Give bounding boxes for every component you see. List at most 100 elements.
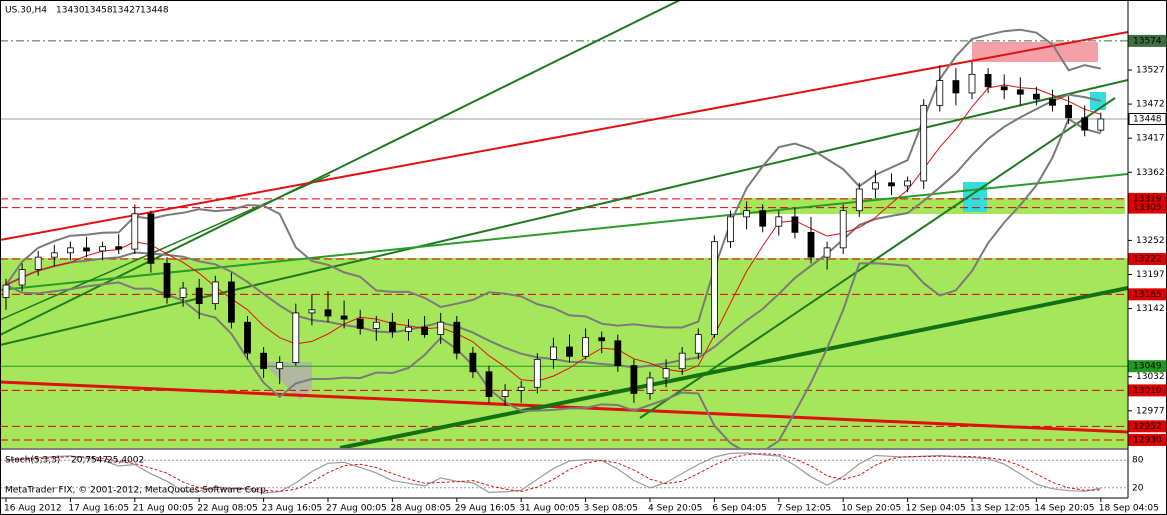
level-label: 12952	[1133, 422, 1162, 432]
candle-body	[1049, 98, 1056, 106]
level-label-box	[1128, 201, 1167, 214]
candle-body	[421, 326, 429, 336]
level-label-box	[1128, 253, 1167, 266]
level-label: 13010	[1133, 386, 1162, 396]
candle-body	[308, 309, 316, 314]
x-tick-label: 22 Aug 08:05	[197, 504, 258, 514]
trend-line	[0, 79, 1128, 346]
bollinger-band	[5, 117, 1102, 448]
x-tick-label: 28 Aug 08:05	[390, 504, 451, 514]
candle-body	[83, 247, 90, 252]
header: US.30,H4 13430 13458 13427 13448	[5, 6, 169, 16]
y-tick-label: 12977	[1136, 406, 1165, 416]
moving-average	[5, 84, 1101, 382]
candle-body	[260, 352, 268, 370]
candle-body	[775, 216, 783, 227]
trend-line	[639, 97, 1116, 419]
trend-line	[0, 173, 1128, 291]
candle-body	[727, 216, 734, 243]
trend-line	[0, 174, 331, 321]
candle-body	[872, 182, 879, 190]
stoch-signal-line	[5, 453, 1101, 493]
candle-body	[533, 358, 541, 388]
symbol: US.30,H4	[5, 6, 47, 16]
levels	[0, 40, 1128, 441]
level-label: 13222	[1133, 255, 1162, 265]
y-tick-label: 13472	[1136, 100, 1165, 110]
x-tick-label: 31 Aug 00:05	[519, 504, 580, 514]
trend-line	[339, 286, 1128, 448]
candle-body	[453, 321, 461, 354]
stoch-header: Stoch(5,3,3) 20,7547 25,4002	[5, 456, 144, 466]
candle-body	[292, 312, 300, 363]
level-label-box	[1128, 433, 1167, 446]
x-tick-label: 27 Aug 00:05	[326, 504, 387, 514]
x-tick-label: 21 Aug 00:05	[133, 504, 194, 514]
plot-area	[0, 0, 1128, 448]
candle-body	[1016, 89, 1024, 95]
x-tick-label: 12 Sep 04:05	[906, 504, 966, 514]
x-tick-label: 29 Aug 16:05	[455, 504, 516, 514]
candle-body	[485, 371, 493, 397]
zone	[972, 42, 1098, 62]
level-label-box	[1128, 112, 1167, 125]
stoch-name: Stoch(5,3,3)	[5, 456, 60, 466]
candle-body	[711, 241, 718, 336]
candle-body	[227, 281, 235, 323]
candle-body	[195, 287, 203, 305]
x-tick-label: 6 Sep 04:05	[712, 504, 766, 514]
level-label: 13165	[1133, 290, 1162, 300]
candle-body	[662, 368, 670, 379]
candle-body	[50, 252, 58, 258]
level-label-box	[1128, 360, 1167, 373]
candle-body	[1065, 104, 1072, 119]
candle-body	[550, 346, 557, 360]
level-label: 12930	[1133, 435, 1162, 445]
x-tick-label: 13 Sep 12:05	[970, 504, 1030, 514]
y-tick-label: 13362	[1136, 168, 1165, 178]
candle-body	[968, 73, 976, 94]
stochastic-panel	[0, 452, 1128, 494]
level-label: 13574	[1133, 36, 1162, 46]
candle-body	[18, 269, 26, 286]
x-tick-label: 14 Sep 20:05	[1034, 504, 1094, 514]
candle-body	[791, 216, 799, 233]
x-tick-label: 17 Aug 16:05	[68, 504, 129, 514]
candle-body	[244, 321, 251, 354]
candle-body	[630, 365, 638, 394]
candles	[2, 61, 1105, 406]
level-label-box	[1128, 420, 1167, 433]
stoch-main: 20,7547	[71, 456, 108, 466]
x-tick-label: 4 Sep 20:05	[648, 504, 702, 514]
candle-body	[839, 210, 847, 249]
y-tick-label: 13142	[1136, 304, 1165, 314]
candle-body	[356, 318, 364, 329]
candle-body	[984, 73, 992, 88]
candle-body	[759, 210, 767, 227]
candle-body	[211, 281, 219, 305]
candle-body	[904, 180, 911, 187]
trend-line	[0, 380, 1128, 434]
level-label: 13319	[1133, 194, 1162, 204]
candle-body	[99, 246, 106, 252]
candle-body	[1033, 93, 1040, 100]
candle-body	[694, 334, 702, 354]
candle-body	[614, 340, 622, 366]
candle-body	[517, 386, 525, 391]
x-tick-label: 7 Sep 12:05	[777, 504, 831, 514]
candle-body	[131, 213, 139, 250]
candle-body	[1097, 118, 1105, 131]
y-tick-label: 13252	[1136, 236, 1165, 246]
candle-body	[678, 352, 686, 370]
candle-body	[469, 352, 477, 373]
level-label: 13305	[1133, 203, 1162, 213]
candle-body	[147, 213, 155, 264]
candle-body	[823, 247, 831, 258]
low: 13427	[112, 6, 141, 16]
axes: 12977 13032 13142 13197 13252 13362 13417 13472…	[4, 34, 1167, 514]
candle-body	[276, 362, 284, 370]
candle-body	[598, 337, 606, 342]
open: 13430	[56, 6, 85, 16]
trend-lines	[0, 0, 1128, 448]
